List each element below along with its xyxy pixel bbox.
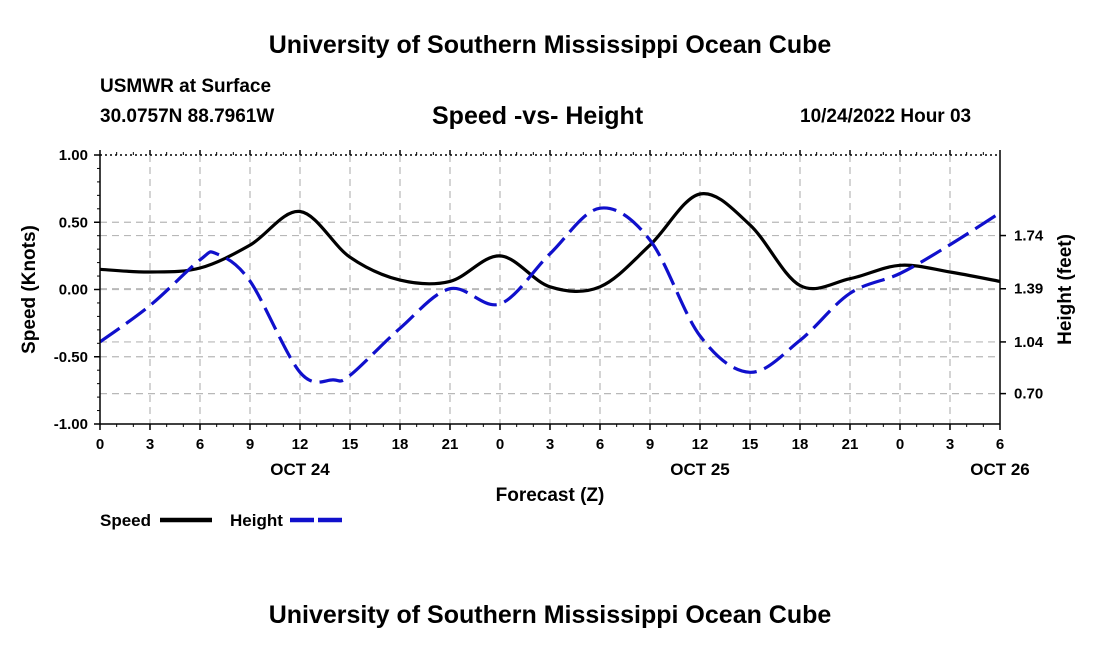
y-tick-label: 0.50	[59, 214, 88, 231]
x-tick-label: 0	[896, 436, 904, 453]
x-tick-label: 0	[496, 436, 504, 453]
x-tick-label: 9	[646, 436, 654, 453]
date-label: OCT 25	[670, 460, 730, 479]
x-tick-label: 3	[546, 436, 554, 453]
y2-tick-label: 1.39	[1014, 281, 1043, 298]
speed-series-line	[99, 192, 1001, 293]
y-tick-label: 0.00	[59, 282, 88, 299]
y-tick-label: 1.00	[59, 147, 88, 164]
x-tick-label: 15	[342, 436, 359, 453]
x-tick-label: 3	[146, 436, 154, 453]
axis-labels: 0 3 6 9 12 15 18 21 0 3 6 9 12 15 18 21 0 3 6 1.00 0.50 0.00 -…	[19, 147, 1076, 506]
station-label: USMWR at Surface	[100, 76, 272, 97]
y2-tick-label: 1.04	[1014, 334, 1044, 351]
y-axis-title: Speed (Knots)	[19, 225, 40, 354]
x-tick-label: 6	[996, 436, 1004, 453]
plot-frame	[94, 150, 1006, 430]
x-tick-label: 21	[842, 436, 859, 453]
legend: Speed Height	[100, 511, 343, 530]
coordinates-label: 30.0757N 88.7961W	[100, 106, 275, 127]
x-tick-label: 12	[692, 436, 709, 453]
legend-height-label: Height	[230, 511, 283, 530]
x-tick-label: 12	[292, 436, 309, 453]
x-tick-label: 6	[196, 436, 204, 453]
y-tick-label: -1.00	[54, 416, 88, 433]
x-axis-title: Forecast (Z)	[496, 485, 605, 506]
date-label: OCT 24	[270, 460, 330, 479]
grid-lines	[100, 155, 1000, 424]
y2-tick-label: 1.74	[1014, 228, 1044, 245]
x-tick-label: 6	[596, 436, 604, 453]
y-tick-label: -0.50	[54, 349, 88, 366]
y2-tick-label: 0.70	[1014, 386, 1043, 403]
x-tick-label: 15	[742, 436, 759, 453]
x-tick-label: 18	[792, 436, 809, 453]
legend-speed-label: Speed	[100, 511, 151, 530]
x-tick-label: 0	[96, 436, 104, 453]
chart-title: Speed -vs- Height	[432, 102, 644, 130]
main-title: University of Southern Mississippi Ocean…	[268, 31, 832, 59]
x-tick-label: 9	[246, 436, 254, 453]
series-layer	[99, 192, 1001, 384]
footer-title: University of Southern Mississippi Ocean…	[268, 601, 832, 629]
height-series-line	[99, 206, 1001, 384]
date-label: OCT 26	[970, 460, 1030, 479]
x-tick-label: 21	[442, 436, 459, 453]
datetime-label: 10/24/2022 Hour 03	[800, 106, 972, 127]
x-tick-label: 3	[946, 436, 954, 453]
y2-axis-title: Height (feet)	[1055, 234, 1076, 345]
x-tick-label: 18	[392, 436, 409, 453]
